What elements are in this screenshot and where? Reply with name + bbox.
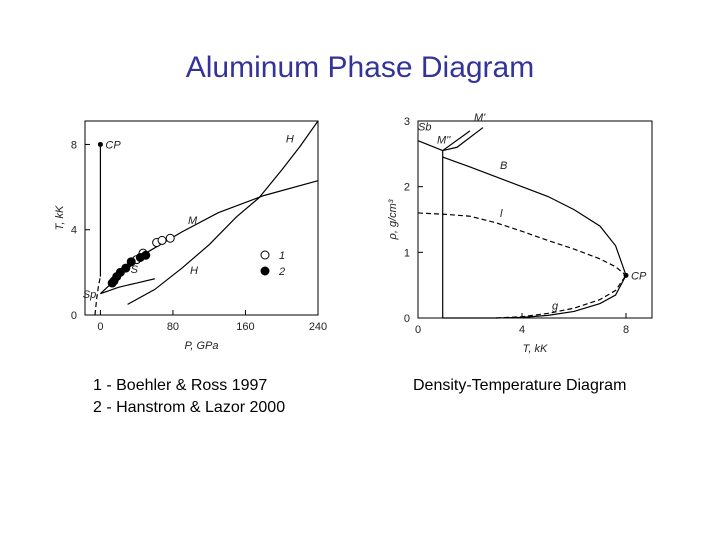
curve-label: B xyxy=(500,160,507,172)
curve-label: l xyxy=(500,208,503,220)
annotation-point xyxy=(97,141,103,147)
legend-marker xyxy=(260,266,270,276)
y-tick-label: 4 xyxy=(71,225,77,237)
x-tick-label: 160 xyxy=(236,321,254,333)
curve-label: g xyxy=(552,300,559,312)
annotation-label: CP xyxy=(105,139,121,151)
x-tick-label: 80 xyxy=(167,321,179,333)
x-axis-label: P, GPa xyxy=(184,340,218,352)
x-tick-label: 8 xyxy=(623,324,629,336)
curve xyxy=(258,120,319,199)
curve xyxy=(94,276,101,316)
curve xyxy=(495,274,627,319)
caption: 1 - Boehler & Ross 1997 xyxy=(93,377,267,394)
plot-frame xyxy=(84,120,319,316)
x-tick-label: 4 xyxy=(519,324,525,336)
y-tick-label: 0 xyxy=(71,310,77,322)
curve xyxy=(417,140,443,152)
caption: Density-Temperature Diagram xyxy=(413,377,626,394)
data-point xyxy=(126,257,136,267)
y-tick-label: 1 xyxy=(404,247,410,259)
y-tick-label: 3 xyxy=(404,116,410,128)
curve-label: H xyxy=(286,134,294,146)
curve-label: M xyxy=(188,215,198,227)
curve-label: Sp xyxy=(83,289,96,301)
y-axis-label: T, kK xyxy=(54,205,66,230)
legend-label: 2 xyxy=(278,266,285,278)
y-tick-label: 0 xyxy=(404,313,410,325)
data-point xyxy=(141,250,151,260)
curve-label: S xyxy=(131,264,139,276)
y-tick-label: 8 xyxy=(71,139,77,151)
legend-marker xyxy=(260,250,270,260)
x-tick-label: 240 xyxy=(309,321,327,333)
annotation-label: CP xyxy=(631,270,647,282)
annotation-point xyxy=(623,272,629,278)
curve xyxy=(442,127,484,152)
plot-frame xyxy=(417,120,653,319)
curve-label: Sb xyxy=(418,122,431,134)
y-axis-label: ρ, g/cm³ xyxy=(387,199,399,240)
legend-label: 1 xyxy=(279,250,285,262)
x-tick-label: 0 xyxy=(97,321,103,333)
x-axis-label: T, kK xyxy=(523,343,548,355)
slide-title: Aluminum Phase Diagram xyxy=(186,51,534,84)
curve-label: M' xyxy=(474,112,486,124)
data-point xyxy=(121,263,131,273)
curve xyxy=(100,278,155,295)
curve xyxy=(417,212,627,276)
curve-label: H xyxy=(190,265,198,277)
y-tick-label: 2 xyxy=(404,182,410,194)
data-point xyxy=(165,233,175,243)
caption: 2 - Hanstrom & Lazor 2000 xyxy=(93,399,285,416)
curve-label: M'' xyxy=(437,134,451,146)
curve xyxy=(127,197,260,305)
curve xyxy=(442,130,471,152)
x-tick-label: 0 xyxy=(415,324,421,336)
data-point xyxy=(157,235,167,245)
